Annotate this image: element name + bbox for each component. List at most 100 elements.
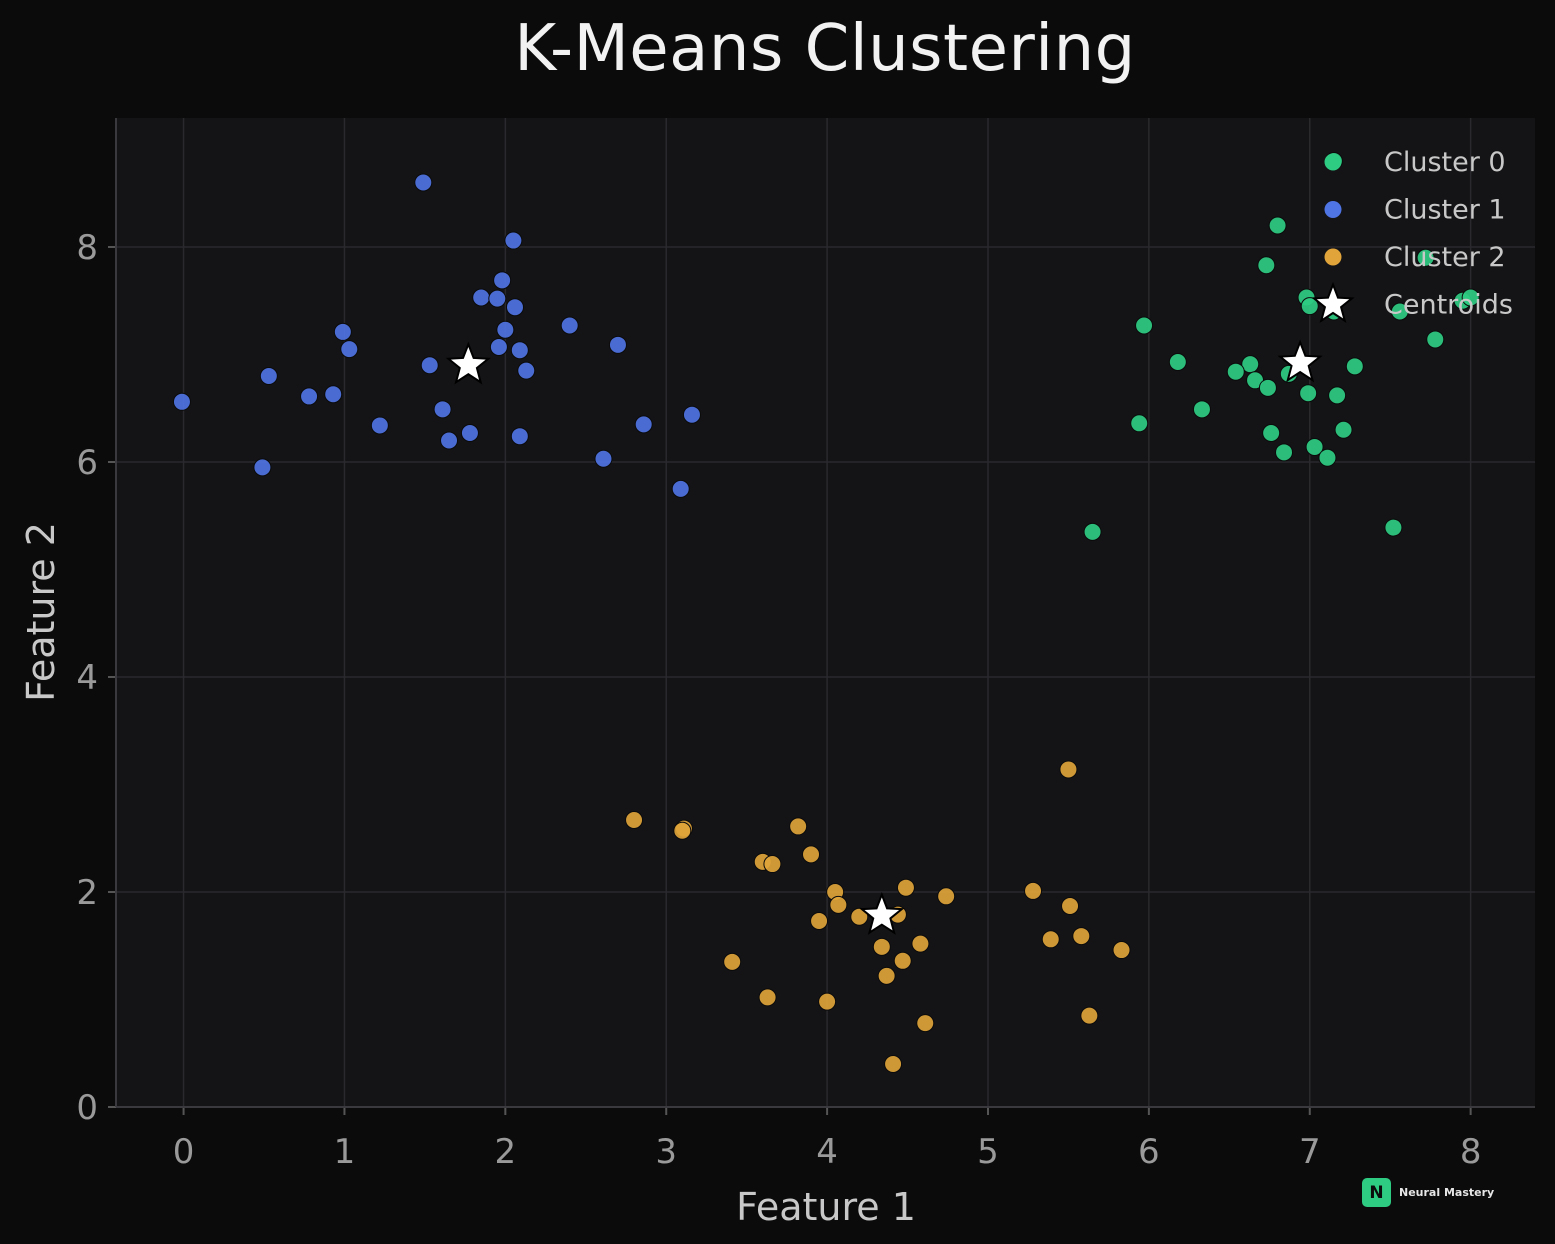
x-tick-label: 0: [173, 1132, 195, 1172]
cluster-0-point: [1461, 288, 1480, 307]
cluster-2-point: [1059, 760, 1078, 779]
cluster-2-point: [1024, 881, 1043, 900]
cluster-2-point: [1080, 1006, 1099, 1025]
cluster-2-point: [1041, 930, 1060, 949]
cluster-1-point: [682, 405, 701, 424]
y-tick-label: 2: [76, 873, 98, 913]
legend-label: Cluster 0: [1384, 147, 1506, 178]
cluster-1-point: [414, 173, 433, 192]
cluster-1-point: [472, 288, 491, 307]
cluster-2-point: [1061, 896, 1080, 915]
cluster-1-point: [440, 431, 459, 450]
y-tick-label: 8: [76, 228, 98, 268]
legend: Cluster 0 Cluster 1 Cluster 2 Centroids: [1311, 147, 1513, 323]
legend-label: Cluster 1: [1384, 195, 1506, 226]
cluster-1-point: [172, 392, 191, 411]
cluster-2-point: [723, 952, 742, 971]
axes: 0 1 2 3 4 5 6 7 8 0 2 4 6 8: [76, 118, 1535, 1172]
centroid-marker: [859, 891, 905, 935]
cluster-0-point: [1299, 384, 1318, 403]
cluster-1-point: [324, 385, 343, 404]
cluster-2-point: [872, 937, 891, 956]
cluster-1-point: [493, 271, 512, 290]
cluster-0-point: [1384, 518, 1403, 537]
cluster-1-point: [420, 356, 439, 375]
cluster-1-point: [560, 316, 579, 335]
cluster-2-point: [673, 821, 692, 840]
y-tick-label: 6: [76, 443, 98, 483]
cluster-0-point: [1328, 386, 1347, 405]
y-tick-label: 0: [76, 1088, 98, 1128]
cluster-1-point: [460, 423, 479, 442]
legend-marker: [1324, 201, 1342, 218]
x-tick-label: 7: [1299, 1132, 1321, 1172]
cluster-1-point: [634, 415, 653, 434]
cluster-0-point: [1390, 302, 1409, 321]
cluster-1-point: [510, 427, 529, 446]
cluster-0-point: [1241, 355, 1260, 374]
x-axis-label: Feature 1: [736, 1185, 916, 1229]
cluster-1-point: [504, 231, 523, 250]
cluster-0-point: [1257, 256, 1276, 275]
cluster-2-point: [818, 992, 837, 1011]
cluster-0-point: [1334, 420, 1353, 439]
x-tick-label: 4: [816, 1132, 838, 1172]
x-tick-label: 2: [495, 1132, 517, 1172]
cluster-0-point: [1318, 448, 1337, 467]
cluster-1-point: [253, 458, 272, 477]
cluster-0-point: [1275, 443, 1294, 462]
cluster-2-point: [789, 817, 808, 836]
watermark-text: Neural Mastery: [1399, 1186, 1495, 1199]
cluster-1-point: [433, 400, 452, 419]
cluster-2-point: [1112, 941, 1131, 960]
cluster-2-point: [829, 895, 848, 914]
cluster-2-point: [877, 966, 896, 985]
cluster-2-point: [911, 934, 930, 953]
x-tick-label: 6: [1138, 1132, 1160, 1172]
legend-label: Centroids: [1384, 290, 1513, 321]
cluster-2-point: [884, 1055, 903, 1073]
cluster-2-point: [763, 855, 782, 874]
chart-title: K-Means Clustering: [514, 12, 1136, 86]
cluster-0-point: [1262, 423, 1281, 442]
cluster-1-point: [505, 298, 524, 317]
cluster-0-point: [1345, 357, 1364, 376]
cluster-1-point: [517, 361, 536, 380]
cluster-1-point: [510, 341, 529, 360]
cluster-1-point: [340, 340, 359, 359]
cluster-2-point: [1072, 927, 1091, 946]
cluster-1-point: [608, 335, 627, 354]
cluster-0-point: [1416, 248, 1435, 267]
cluster-0-point: [1300, 297, 1319, 316]
x-tick-label: 8: [1460, 1132, 1482, 1172]
y-axis-label: Feature 2: [19, 522, 63, 702]
cluster-1-point: [370, 416, 389, 435]
cluster-1-point: [333, 322, 352, 341]
cluster-1-point: [300, 387, 319, 406]
cluster-1-point: [671, 479, 690, 498]
legend-label: Cluster 2: [1384, 242, 1506, 273]
legend-centroid-marker: [1311, 281, 1355, 323]
cluster-1-point: [259, 367, 278, 385]
watermark-logo: N Neural Mastery: [1362, 1178, 1494, 1207]
cluster-0-point: [1226, 362, 1245, 381]
x-tick-label: 1: [334, 1132, 356, 1172]
cluster-0-point: [1130, 414, 1149, 433]
cluster-2-point: [896, 878, 915, 897]
cluster-0-point: [1135, 316, 1154, 335]
cluster-2-point: [937, 887, 956, 906]
cluster-2-point: [916, 1014, 935, 1033]
cluster-1-point: [496, 320, 515, 339]
cluster-2-point: [850, 907, 869, 926]
cluster-2-point: [802, 845, 821, 864]
cluster-1-point: [489, 337, 508, 356]
cluster-2-point: [758, 988, 777, 1007]
cluster-0-point: [1192, 400, 1211, 419]
cluster-0-point: [1305, 437, 1324, 456]
cluster-2-point: [810, 912, 829, 931]
cluster-2-point: [625, 810, 644, 829]
cluster-0-point: [1268, 216, 1287, 235]
plot-area: [116, 118, 1535, 1107]
cluster-0-point: [1258, 378, 1277, 397]
